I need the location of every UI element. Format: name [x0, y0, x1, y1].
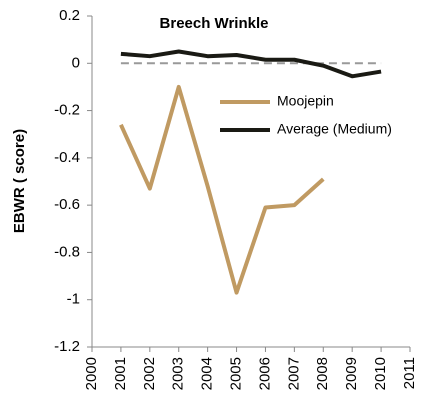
y-tick-label: -1	[67, 291, 80, 308]
x-tick-label: 2000	[83, 357, 100, 390]
x-tick-label: 2011	[401, 357, 418, 389]
series-line	[119, 84, 325, 295]
x-tick-label: 2008	[314, 357, 331, 390]
x-tick-label: 2004	[199, 357, 216, 390]
y-tick-label: 0.2	[59, 7, 80, 24]
y-tick-label: -0.2	[54, 102, 80, 119]
x-tick-label: 2007	[285, 357, 302, 390]
series-line	[120, 49, 382, 79]
x-tick-label: 2001	[112, 357, 129, 390]
x-tick-label: 2003	[170, 357, 187, 390]
legend-label: Average (Medium)	[277, 121, 392, 137]
y-tick-label: -0.8	[54, 243, 80, 260]
y-tick-label: -1.2	[54, 338, 80, 355]
chart-title: Breech Wrinkle	[160, 15, 269, 32]
y-axis-label: EBWR ( score)	[11, 129, 28, 233]
x-tick-label: 2005	[228, 357, 245, 390]
x-tick-label: 2010	[372, 357, 389, 390]
x-tick-label: 2009	[343, 357, 360, 390]
y-tick-label: 0	[72, 54, 80, 71]
y-tick-label: -0.4	[54, 149, 80, 166]
x-tick-label: 2002	[141, 357, 158, 390]
x-tick-label: 2006	[256, 357, 273, 390]
y-tick-label: -0.6	[54, 196, 80, 213]
legend-label: Moojepin	[277, 93, 334, 109]
